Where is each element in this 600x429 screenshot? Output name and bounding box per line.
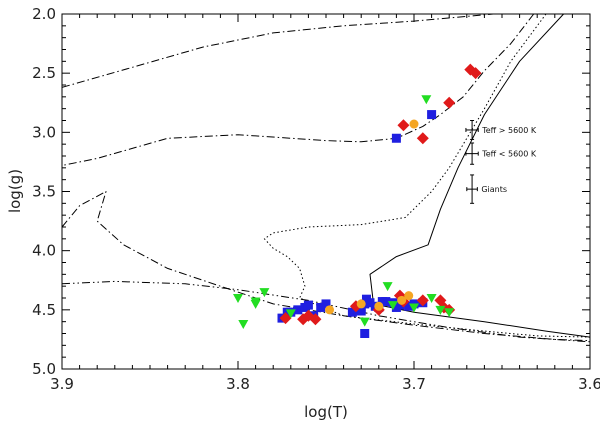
point-square — [347, 307, 357, 317]
point-triangle — [233, 294, 243, 303]
point-triangle — [444, 308, 455, 318]
point-diamond — [416, 294, 429, 307]
plot-frame — [61, 13, 591, 370]
y-tick-label: 2.5 — [32, 64, 56, 82]
point-triangle — [387, 301, 398, 311]
point-square — [395, 300, 405, 310]
y-tick-label: 2.0 — [32, 5, 56, 23]
point-square — [391, 133, 401, 143]
data-points — [233, 63, 482, 338]
point-circle — [409, 119, 419, 129]
x-tick-label: 3.9 — [50, 375, 74, 393]
axis-ticks — [61, 13, 591, 370]
curve-dashdot — [61, 13, 535, 166]
point-square — [293, 305, 303, 315]
point-triangle — [409, 303, 419, 313]
point-diamond — [309, 313, 322, 326]
point-diamond — [397, 119, 410, 132]
point-circle — [397, 295, 407, 305]
point-circle — [356, 299, 366, 309]
point-square — [356, 306, 366, 316]
point-square — [303, 300, 313, 310]
y-axis-title: log(g) — [6, 169, 24, 213]
point-diamond — [416, 132, 429, 145]
point-triangle — [285, 309, 296, 319]
x-axis-title: log(T) — [304, 403, 348, 421]
point-triangle — [421, 95, 432, 105]
x-tick-label: 3.7 — [402, 375, 426, 393]
y-tick-label: 5.0 — [32, 360, 56, 378]
error-bar-label: Teff > 5600 K — [481, 126, 537, 135]
error-bar-label: Giants — [481, 185, 507, 194]
point-square — [361, 294, 371, 304]
point-triangle — [382, 282, 393, 292]
y-tick-label: 3.0 — [32, 123, 56, 141]
curve-dotted — [263, 13, 591, 338]
y-tick-label: 3.5 — [32, 183, 56, 201]
curve-solid — [369, 13, 591, 338]
point-triangle — [435, 305, 446, 315]
point-circle — [325, 305, 335, 315]
model-curves — [61, 13, 591, 343]
point-circle — [404, 291, 414, 301]
point-square — [427, 110, 437, 120]
curve-dashdotdot — [61, 280, 591, 343]
error-bar-label: Teff < 5600 K — [481, 150, 537, 159]
axis-tick-labels: 3.9 3.8 3.7 3.6 2.0 2.5 3.0 3.5 4.0 4.5 5.0 — [32, 5, 600, 393]
point-square — [404, 301, 414, 311]
x-tick-label: 3.6 — [578, 375, 600, 393]
point-diamond — [443, 96, 456, 109]
point-diamond — [469, 67, 482, 80]
curve-dashdot — [61, 191, 591, 342]
point-square — [321, 299, 331, 309]
point-circle — [374, 301, 384, 311]
curve-dashdot — [61, 13, 494, 88]
error-bar-legend: Teff > 5600 K Teff < 5600 K Giants — [465, 120, 537, 204]
x-tick-label: 3.8 — [226, 375, 250, 393]
point-triangle — [250, 299, 261, 309]
point-diamond — [279, 312, 292, 325]
point-square — [377, 297, 387, 307]
y-tick-label: 4.0 — [32, 242, 56, 260]
point-square — [316, 302, 326, 312]
point-triangle — [359, 317, 370, 327]
point-square — [360, 329, 370, 338]
point-triangle — [238, 320, 249, 330]
point-triangle — [259, 288, 270, 298]
y-tick-label: 4.5 — [32, 301, 56, 319]
point-triangle — [426, 294, 437, 303]
